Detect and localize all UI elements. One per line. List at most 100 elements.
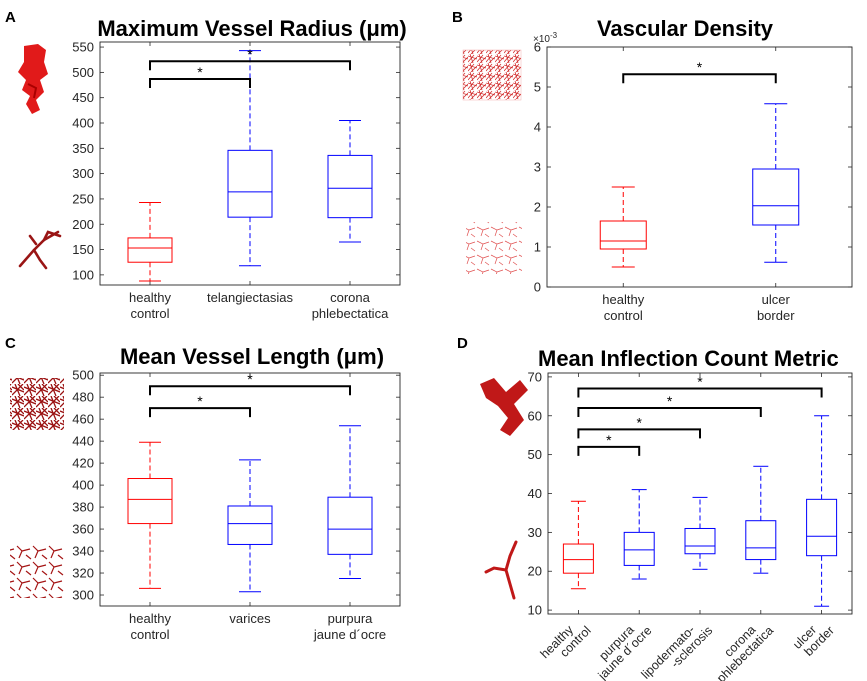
- significance-bracket: [577, 428, 701, 439]
- y-tick-label: 10: [528, 603, 542, 618]
- panel-a: A Maximum Vessel Radius (μm) 100 150 200 25…: [5, 9, 407, 321]
- y-tick-label: 460: [72, 412, 94, 427]
- x-tick-label: phlebectatica: [312, 306, 389, 321]
- y-tick-label: 20: [528, 564, 542, 579]
- panel-label: D: [457, 335, 468, 352]
- y-tick-label: 320: [72, 566, 94, 581]
- y-tick-label: 340: [72, 544, 94, 559]
- panel-a-axes: 100 150 200 250 300 350 400 450 500 550 healthycon…: [72, 40, 401, 321]
- significance-bracket: [149, 60, 351, 71]
- y-tick-label: 360: [72, 522, 94, 537]
- box: [227, 149, 273, 218]
- box: [127, 237, 173, 263]
- panel-c-axes: 300 320 340 360 380 400 420 440 460 480 500 healthy…: [72, 368, 401, 642]
- panel-label: C: [5, 335, 16, 352]
- y-tick-label: 400: [72, 478, 94, 493]
- significance-bracket: [149, 77, 251, 88]
- x-tick-label: lipodermato--sclerosis: [639, 614, 716, 681]
- thin-vessel-icon: [18, 230, 62, 270]
- panel-b-title: Vascular Density: [597, 16, 774, 41]
- panel-a-title: Maximum Vessel Radius (μm): [97, 16, 406, 41]
- y-tick-label: 500: [72, 368, 94, 383]
- x-tick-label: coronaphlebectatica: [705, 614, 776, 681]
- y-tick-label: 70: [528, 369, 542, 384]
- box: [327, 496, 373, 555]
- box: [127, 478, 173, 525]
- y-tick-label: 30: [528, 525, 542, 540]
- x-tick-label: healthy: [129, 290, 171, 305]
- x-tick-label: corona: [330, 290, 371, 305]
- y-tick-label: 100: [72, 267, 94, 282]
- significance-bracket: [577, 445, 641, 456]
- significance-bracket: [149, 385, 351, 396]
- y-tick-label: 3: [534, 160, 541, 175]
- axes-frame: [547, 372, 853, 615]
- panel-b: B Vascular Density 0 1 2 3 4 5 6 healthycontrol…: [452, 9, 853, 323]
- y-tick-label: 150: [72, 242, 94, 257]
- long-vessel-network-icon: [10, 378, 64, 430]
- x-tick-label: ulcer: [762, 292, 791, 307]
- panel-d-title: Mean Inflection Count Metric: [538, 346, 839, 371]
- x-tick-label: jaune d´ocre: [313, 627, 386, 642]
- panel-label: B: [452, 9, 463, 26]
- y-tick-label: 60: [528, 408, 542, 423]
- box: [684, 527, 716, 555]
- sparse-network-icon: [466, 222, 522, 274]
- x-tick-label: purpura: [328, 611, 374, 626]
- y-tick-label: 200: [72, 217, 94, 232]
- y-tick-label: 440: [72, 434, 94, 449]
- y-tick-label: 380: [72, 500, 94, 515]
- y-tick-label: 4: [534, 120, 541, 135]
- significance-star: *: [636, 414, 642, 430]
- significance-bracket: [149, 407, 251, 418]
- x-tick-label: varices: [229, 611, 271, 626]
- box: [599, 220, 647, 250]
- y-tick-label: 300: [72, 588, 94, 603]
- y-tick-label: 5: [534, 80, 541, 95]
- box: [562, 543, 594, 574]
- significance-star: *: [697, 374, 703, 390]
- y-tick-label: 350: [72, 141, 94, 156]
- box: [745, 520, 777, 561]
- significance-star: *: [667, 393, 673, 409]
- x-tick-label: telangiectasias: [207, 290, 293, 305]
- x-tick-label: control: [130, 306, 169, 321]
- axes-frame: [546, 46, 853, 288]
- straight-vessel-icon: [484, 540, 518, 600]
- y-tick-label: 420: [72, 456, 94, 471]
- y-tick-label: 550: [72, 40, 94, 55]
- significance-star: *: [606, 432, 612, 448]
- significance-star: *: [197, 393, 203, 409]
- y-tick-label: 500: [72, 65, 94, 80]
- box: [623, 531, 655, 566]
- x-tick-label: healthycontrol: [538, 614, 594, 670]
- significance-star: *: [247, 46, 253, 62]
- exponent-label: ×10-3: [533, 31, 558, 45]
- x-tick-label: border: [757, 308, 795, 323]
- y-tick-label: 250: [72, 191, 94, 206]
- y-tick-label: 300: [72, 166, 94, 181]
- y-tick-label: 480: [72, 390, 94, 405]
- box: [327, 154, 373, 219]
- significance-bracket: [577, 387, 823, 398]
- twisted-vessel-icon: [480, 378, 528, 436]
- panel-label: A: [5, 9, 16, 26]
- significance-star: *: [247, 371, 253, 387]
- significance-bracket: [622, 73, 777, 84]
- y-tick-label: 40: [528, 486, 542, 501]
- significance-star: *: [197, 64, 203, 80]
- short-vessel-network-icon: [10, 544, 64, 598]
- y-tick-label: 50: [528, 447, 542, 462]
- y-tick-label: 1: [534, 240, 541, 255]
- box: [806, 498, 838, 557]
- x-tick-label: healthy: [602, 292, 644, 307]
- x-tick-label: control: [604, 308, 643, 323]
- dense-network-icon: [462, 49, 522, 101]
- y-tick-label: 450: [72, 90, 94, 105]
- box: [752, 168, 800, 226]
- y-tick-label: 6: [534, 40, 541, 55]
- significance-bracket: [577, 406, 762, 417]
- panel-c: C Mean Vessel Length (μm) 300 320 340 360 38…: [5, 335, 401, 642]
